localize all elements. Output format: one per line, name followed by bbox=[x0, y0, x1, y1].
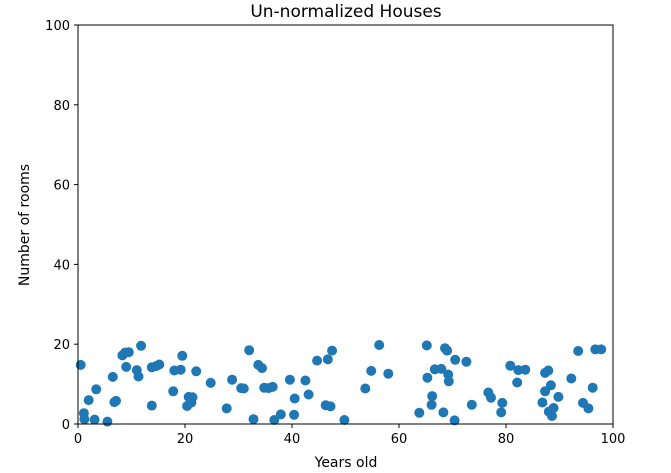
data-point bbox=[466, 399, 477, 410]
data-point bbox=[289, 393, 300, 404]
data-point bbox=[583, 403, 594, 414]
data-point bbox=[325, 401, 336, 412]
data-point bbox=[303, 389, 314, 400]
data-point bbox=[426, 399, 437, 410]
data-point bbox=[238, 383, 249, 394]
data-point bbox=[573, 346, 584, 356]
data-point bbox=[78, 408, 89, 419]
y-tick-label: 100 bbox=[45, 19, 70, 34]
data-point bbox=[312, 355, 323, 366]
x-axis-ticks: 0 20 40 60 80 100 bbox=[74, 424, 626, 447]
y-tick-label: 40 bbox=[53, 258, 70, 273]
data-point bbox=[191, 366, 202, 377]
data-point bbox=[221, 403, 232, 414]
x-tick-label: 20 bbox=[177, 432, 194, 447]
data-point bbox=[111, 395, 121, 406]
data-point bbox=[244, 345, 255, 356]
data-point bbox=[587, 382, 598, 393]
data-point bbox=[543, 365, 554, 376]
data-point bbox=[374, 340, 385, 350]
x-axis-label: Years old bbox=[314, 455, 378, 471]
data-point bbox=[383, 368, 394, 379]
data-point bbox=[123, 347, 134, 358]
data-point bbox=[133, 371, 144, 382]
data-point bbox=[300, 375, 311, 386]
data-points bbox=[75, 340, 607, 427]
data-point bbox=[545, 380, 556, 391]
data-point bbox=[269, 415, 280, 425]
data-point bbox=[548, 403, 559, 413]
y-axis-ticks: 0 20 40 60 80 100 bbox=[45, 19, 78, 433]
data-point bbox=[267, 381, 278, 392]
data-point bbox=[75, 359, 86, 370]
data-point bbox=[248, 414, 259, 425]
chart-title: Un-normalized Houses bbox=[250, 2, 441, 22]
data-point bbox=[497, 397, 508, 408]
data-point bbox=[427, 391, 438, 402]
y-tick-label: 20 bbox=[53, 338, 70, 353]
data-point bbox=[449, 415, 460, 426]
data-point bbox=[136, 340, 147, 351]
data-point bbox=[322, 354, 333, 365]
data-point bbox=[339, 415, 350, 425]
x-tick-label: 100 bbox=[601, 432, 626, 447]
data-point bbox=[168, 386, 179, 397]
data-point bbox=[566, 373, 577, 384]
data-point bbox=[442, 345, 453, 356]
data-point bbox=[102, 416, 113, 427]
data-point bbox=[438, 407, 449, 418]
data-point bbox=[227, 374, 238, 385]
data-point bbox=[327, 345, 338, 356]
y-tick-label: 0 bbox=[62, 418, 70, 433]
data-point bbox=[436, 363, 447, 374]
x-tick-label: 0 bbox=[74, 432, 82, 447]
data-point bbox=[360, 383, 371, 394]
data-point bbox=[422, 372, 433, 383]
data-point bbox=[450, 354, 461, 365]
data-point bbox=[121, 361, 132, 372]
data-point bbox=[177, 350, 188, 361]
data-point bbox=[421, 340, 432, 351]
data-point bbox=[275, 409, 286, 420]
data-point bbox=[146, 400, 157, 411]
data-point bbox=[257, 363, 267, 374]
data-point bbox=[553, 391, 564, 402]
data-point bbox=[175, 364, 186, 375]
plot-frame bbox=[77, 24, 614, 425]
data-point bbox=[107, 371, 118, 382]
data-point bbox=[486, 392, 496, 403]
data-point bbox=[496, 407, 507, 418]
data-point bbox=[512, 377, 523, 388]
data-point bbox=[187, 392, 198, 403]
data-point bbox=[284, 374, 295, 385]
data-point bbox=[414, 407, 425, 418]
data-point bbox=[289, 409, 300, 420]
data-point bbox=[91, 384, 102, 395]
x-tick-label: 80 bbox=[498, 432, 515, 447]
data-point bbox=[154, 359, 165, 370]
x-tick-label: 60 bbox=[391, 432, 408, 447]
data-point bbox=[205, 377, 216, 388]
x-tick-label: 40 bbox=[284, 432, 301, 447]
data-point bbox=[461, 356, 472, 367]
data-point bbox=[443, 376, 454, 387]
data-point bbox=[520, 364, 531, 375]
data-point bbox=[537, 397, 548, 408]
data-point bbox=[547, 411, 557, 421]
y-tick-label: 60 bbox=[53, 179, 70, 194]
data-point bbox=[89, 414, 100, 425]
data-point bbox=[83, 395, 94, 406]
data-point bbox=[366, 365, 377, 376]
data-point bbox=[596, 344, 607, 355]
y-axis-label: Number of rooms bbox=[17, 164, 33, 286]
data-point bbox=[505, 360, 516, 371]
y-tick-label: 80 bbox=[53, 99, 70, 114]
